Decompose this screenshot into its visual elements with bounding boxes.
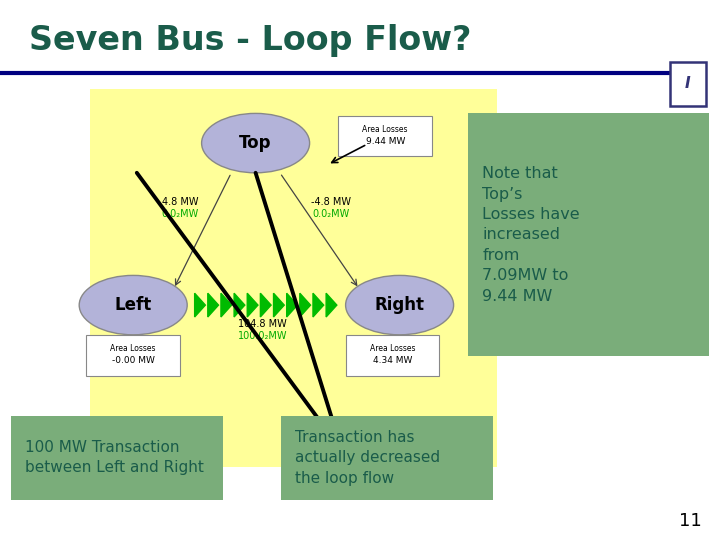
Text: I: I — [685, 76, 690, 91]
Polygon shape — [326, 293, 337, 317]
Ellipse shape — [79, 275, 187, 335]
Text: Seven Bus - Loop Flow?: Seven Bus - Loop Flow? — [29, 24, 471, 57]
Polygon shape — [261, 293, 271, 317]
Polygon shape — [221, 293, 232, 317]
Polygon shape — [300, 293, 310, 317]
Text: Area Losses: Area Losses — [369, 344, 415, 353]
Polygon shape — [194, 293, 205, 317]
Ellipse shape — [202, 113, 310, 173]
Polygon shape — [287, 293, 297, 317]
Text: Area Losses: Area Losses — [362, 125, 408, 133]
Text: -0.00 MW: -0.00 MW — [112, 356, 155, 365]
Polygon shape — [313, 293, 324, 317]
Text: 4.34 MW: 4.34 MW — [373, 356, 412, 365]
Text: 0.0₂MW: 0.0₂MW — [161, 210, 199, 219]
FancyBboxPatch shape — [338, 116, 432, 157]
FancyBboxPatch shape — [90, 89, 497, 467]
Text: -4.8 MW: -4.8 MW — [311, 197, 351, 207]
Text: Note that
Top’s
Losses have
increased
from
7.09MW to
9.44 MW: Note that Top’s Losses have increased fr… — [482, 166, 580, 303]
Text: Right: Right — [374, 296, 425, 314]
Text: 104.8 MW: 104.8 MW — [238, 319, 287, 329]
FancyBboxPatch shape — [670, 62, 706, 106]
Text: Transaction has
actually decreased
the loop flow: Transaction has actually decreased the l… — [295, 430, 441, 485]
Text: 100.0₂MW: 100.0₂MW — [238, 332, 287, 341]
Text: Left: Left — [114, 296, 152, 314]
FancyBboxPatch shape — [11, 416, 223, 500]
FancyBboxPatch shape — [346, 335, 439, 376]
FancyBboxPatch shape — [86, 335, 180, 376]
FancyBboxPatch shape — [468, 113, 709, 356]
Ellipse shape — [346, 275, 454, 335]
Polygon shape — [247, 293, 258, 317]
Text: Area Losses: Area Losses — [110, 344, 156, 353]
Polygon shape — [208, 293, 218, 317]
Polygon shape — [274, 293, 284, 317]
Text: Top: Top — [239, 134, 272, 152]
FancyBboxPatch shape — [281, 416, 493, 500]
Text: 11: 11 — [679, 512, 702, 530]
Polygon shape — [234, 293, 245, 317]
Text: 9.44 MW: 9.44 MW — [366, 137, 405, 146]
Text: 0.0₂MW: 0.0₂MW — [312, 210, 350, 219]
Text: 100 MW Transaction
between Left and Right: 100 MW Transaction between Left and Righ… — [25, 440, 204, 475]
Text: 4.8 MW: 4.8 MW — [162, 197, 198, 207]
